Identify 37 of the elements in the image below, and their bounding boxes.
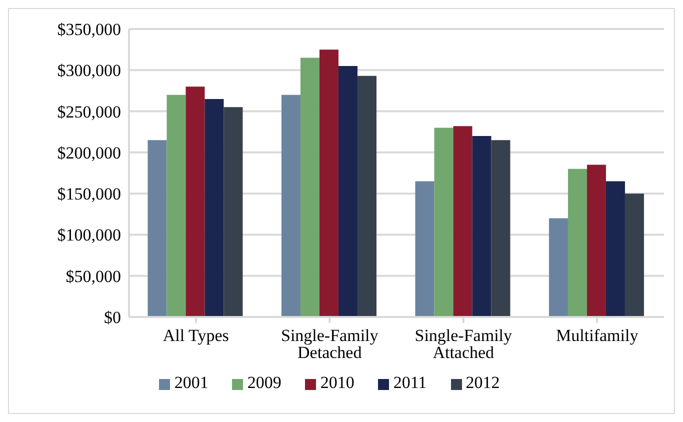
bar [606, 181, 625, 317]
y-tick-label: $350,000 [57, 20, 121, 40]
y-tick-label: $150,000 [57, 184, 121, 204]
bar [166, 94, 186, 317]
bar [204, 98, 224, 317]
bar [568, 168, 587, 317]
bar [281, 94, 300, 317]
bar [586, 164, 606, 317]
bar [472, 136, 492, 317]
bar [624, 194, 644, 317]
bar [338, 66, 358, 317]
legend-label: 2012 [466, 373, 500, 392]
y-tick-label: $100,000 [57, 226, 121, 245]
bar [319, 50, 338, 317]
bar [148, 140, 167, 317]
bar [491, 140, 510, 317]
bar [300, 58, 320, 317]
y-tick-label: $0 [104, 308, 121, 328]
bar [224, 107, 243, 317]
y-tick-label: $250,000 [57, 102, 121, 122]
bar [415, 181, 434, 317]
bar [357, 76, 376, 317]
x-tick-label: Single-Family Attached [414, 326, 513, 362]
y-tick-label: $200,000 [57, 143, 121, 162]
legend-label: 2011 [393, 373, 427, 392]
legend-label: 2001 [174, 373, 208, 392]
y-tick-label: $300,000 [57, 61, 121, 80]
x-tick-label: Single-Family Detached [280, 326, 379, 362]
x-tick-label: Multifamily [556, 326, 639, 346]
legend-label: 2009 [247, 373, 282, 392]
x-tick-label: All Types [162, 326, 229, 346]
y-tick-label: $50,000 [66, 266, 121, 286]
bar [548, 218, 568, 317]
bar [186, 86, 205, 317]
bar [453, 126, 472, 317]
bar [434, 128, 454, 317]
legend-label: 2010 [320, 373, 354, 392]
